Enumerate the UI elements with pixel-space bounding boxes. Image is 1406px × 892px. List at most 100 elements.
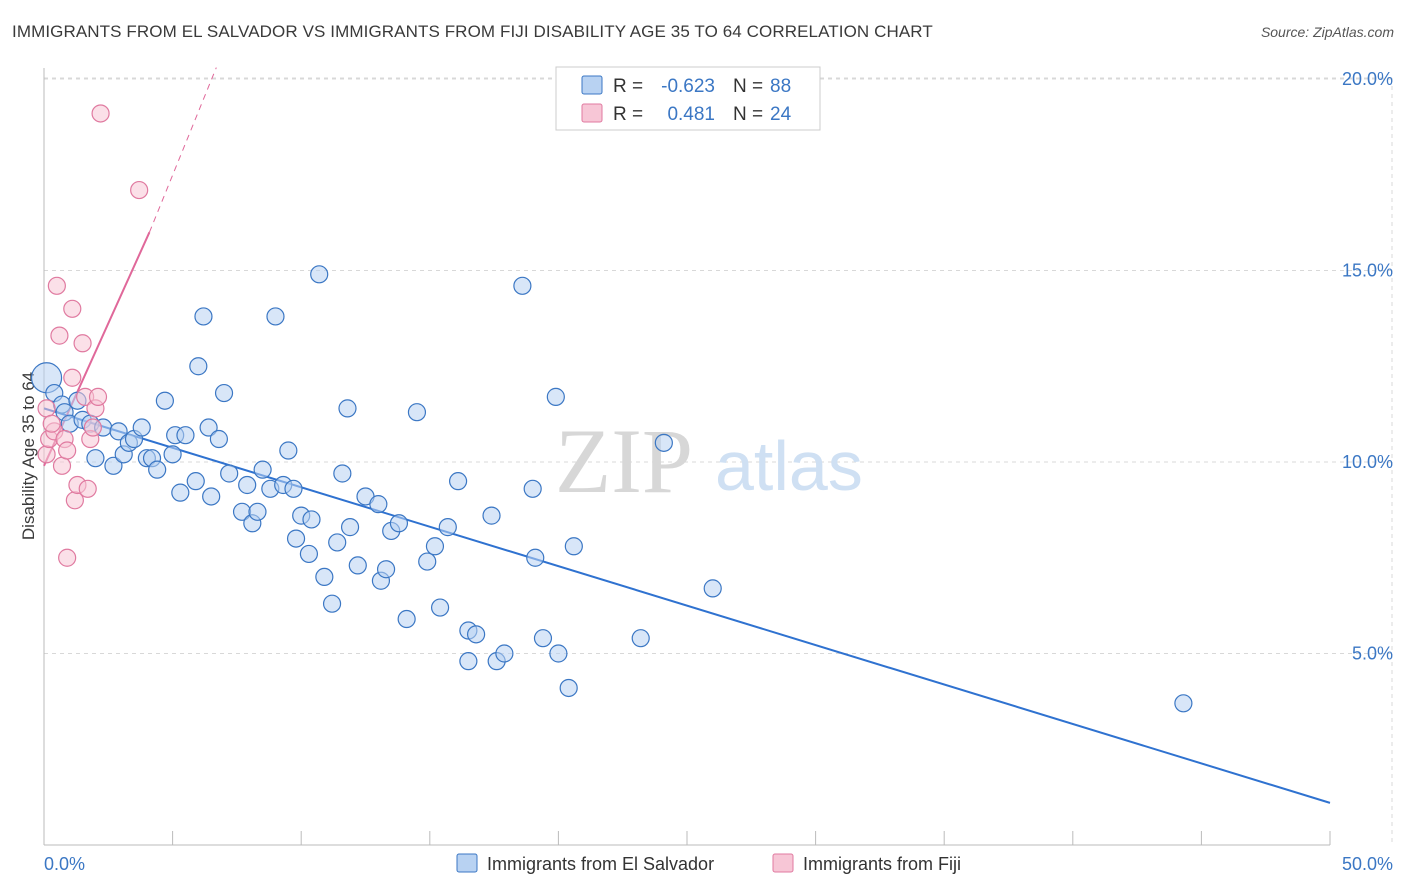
point-el-salvador-50	[333, 464, 352, 483]
point-el-salvador-66	[448, 472, 468, 491]
y-tick-label-0: 5.0%	[1352, 644, 1393, 664]
y-tick-label-2: 15.0%	[1342, 261, 1393, 281]
point-el-salvador-46	[310, 265, 329, 284]
point-fiji-1	[37, 399, 56, 418]
legend-swatch-el-salvador	[581, 75, 603, 95]
point-el-salvador-55	[369, 495, 388, 514]
point-el-salvador-22	[171, 483, 190, 502]
point-fiji-19	[88, 387, 108, 406]
point-el-salvador-27	[199, 418, 218, 437]
point-fiji-22	[130, 180, 149, 200]
point-fiji-17	[83, 418, 102, 437]
point-el-salvador-59	[389, 514, 409, 533]
legend-r-value-1: -0.623	[661, 76, 715, 97]
point-el-salvador-77	[546, 387, 565, 406]
x-tick-label-max: 50.0%	[1342, 854, 1393, 874]
point-el-salvador-52	[340, 518, 360, 537]
legend-n-label-2: N =	[733, 104, 763, 125]
point-el-salvador-81	[631, 629, 650, 648]
point-el-salvador-70	[482, 506, 501, 525]
point-el-salvador-41	[284, 479, 303, 498]
point-el-salvador-73	[513, 276, 532, 295]
point-el-salvador-83	[703, 579, 722, 598]
point-el-salvador-15	[132, 418, 151, 437]
point-el-salvador-35	[248, 502, 267, 521]
legend-swatch-fiji	[581, 103, 603, 123]
point-el-salvador-44	[299, 544, 319, 564]
legend-r-value-2: 0.481	[667, 104, 715, 125]
point-el-salvador-75	[526, 548, 545, 567]
point-el-salvador-26	[194, 307, 213, 326]
point-el-salvador-74	[523, 479, 542, 498]
point-fiji-0	[37, 445, 56, 464]
point-fiji-15	[78, 479, 97, 498]
point-el-salvador-23	[176, 426, 195, 445]
point-fiji-21	[91, 104, 110, 123]
point-el-salvador-78	[549, 644, 568, 663]
point-el-salvador-19	[155, 391, 174, 410]
point-el-salvador-65	[438, 518, 457, 537]
point-el-salvador-49	[328, 533, 347, 552]
point-el-salvador-25	[189, 357, 208, 376]
x-tick-label-min: 0.0%	[44, 854, 85, 874]
point-el-salvador-10	[104, 456, 123, 475]
y-tick-label-3: 20.0%	[1342, 69, 1393, 89]
point-el-salvador-47	[315, 567, 334, 587]
point-fiji-20	[58, 548, 77, 567]
point-el-salvador-82	[654, 433, 673, 452]
legend-r-label-1: R =	[613, 76, 643, 97]
point-el-salvador-20	[163, 445, 182, 464]
watermark: ZIP atlas	[555, 410, 863, 512]
point-el-salvador-42	[286, 529, 306, 548]
watermark-atlas: atlas	[715, 427, 863, 505]
point-el-salvador-40	[279, 441, 298, 460]
legend-box: R = -0.623 N = 88 R = 0.481 N = 24	[555, 66, 821, 131]
bottom-legend-el-salvador: Immigrants from El Salvador	[487, 854, 714, 874]
point-el-salvador-68	[459, 652, 478, 671]
point-el-salvador-69	[466, 625, 486, 644]
point-el-salvador-11	[109, 422, 128, 441]
legend-n-value-1: 88	[770, 76, 791, 97]
point-el-salvador-38	[266, 307, 285, 326]
point-el-salvador-51	[338, 399, 357, 418]
point-el-salvador-84	[1174, 694, 1193, 713]
legend-n-label-1: N =	[733, 76, 763, 97]
points-el-salvador	[30, 265, 1193, 713]
point-fiji-13	[73, 334, 92, 353]
point-el-salvador-48	[322, 594, 342, 613]
point-el-salvador-36	[253, 460, 272, 479]
point-el-salvador-64	[430, 598, 450, 617]
point-el-salvador-72	[495, 644, 514, 663]
point-el-salvador-8	[86, 449, 105, 468]
point-fiji-23	[42, 414, 61, 433]
point-el-salvador-29	[209, 429, 228, 449]
point-el-salvador-33	[238, 475, 257, 495]
point-el-salvador-57	[376, 560, 396, 579]
point-el-salvador-30	[214, 383, 234, 403]
y-axis-label: Disability Age 35 to 64	[19, 372, 38, 540]
y-tick-label-1: 10.0%	[1342, 452, 1393, 472]
point-el-salvador-80	[564, 537, 583, 556]
y-tick-labels: 5.0% 10.0% 15.0% 20.0%	[1342, 69, 1393, 664]
point-fiji-9	[63, 368, 82, 387]
point-el-salvador-18	[148, 460, 167, 479]
source-label: Source: ZipAtlas.com	[1260, 24, 1394, 40]
point-el-salvador-24	[186, 472, 205, 491]
bottom-legend-fiji: Immigrants from Fiji	[803, 854, 961, 874]
point-el-salvador-76	[533, 629, 553, 648]
legend-n-value-2: 24	[770, 104, 792, 125]
bottom-legend-swatch-el-salvador	[456, 853, 478, 873]
point-el-salvador-53	[348, 556, 367, 575]
point-el-salvador-79	[559, 678, 578, 698]
point-el-salvador-60	[397, 609, 416, 629]
point-el-salvador-28	[202, 487, 221, 506]
chart-title: IMMIGRANTS FROM EL SALVADOR VS IMMIGRANT…	[12, 22, 933, 41]
bottom-legend-swatch-fiji	[772, 853, 794, 873]
point-el-salvador-62	[418, 552, 437, 571]
point-fiji-6	[52, 456, 72, 475]
point-fiji-4	[47, 276, 66, 295]
point-el-salvador-63	[425, 537, 445, 556]
trend-line-fiji-extension	[148, 67, 217, 233]
legend-r-label-2: R =	[613, 104, 643, 125]
